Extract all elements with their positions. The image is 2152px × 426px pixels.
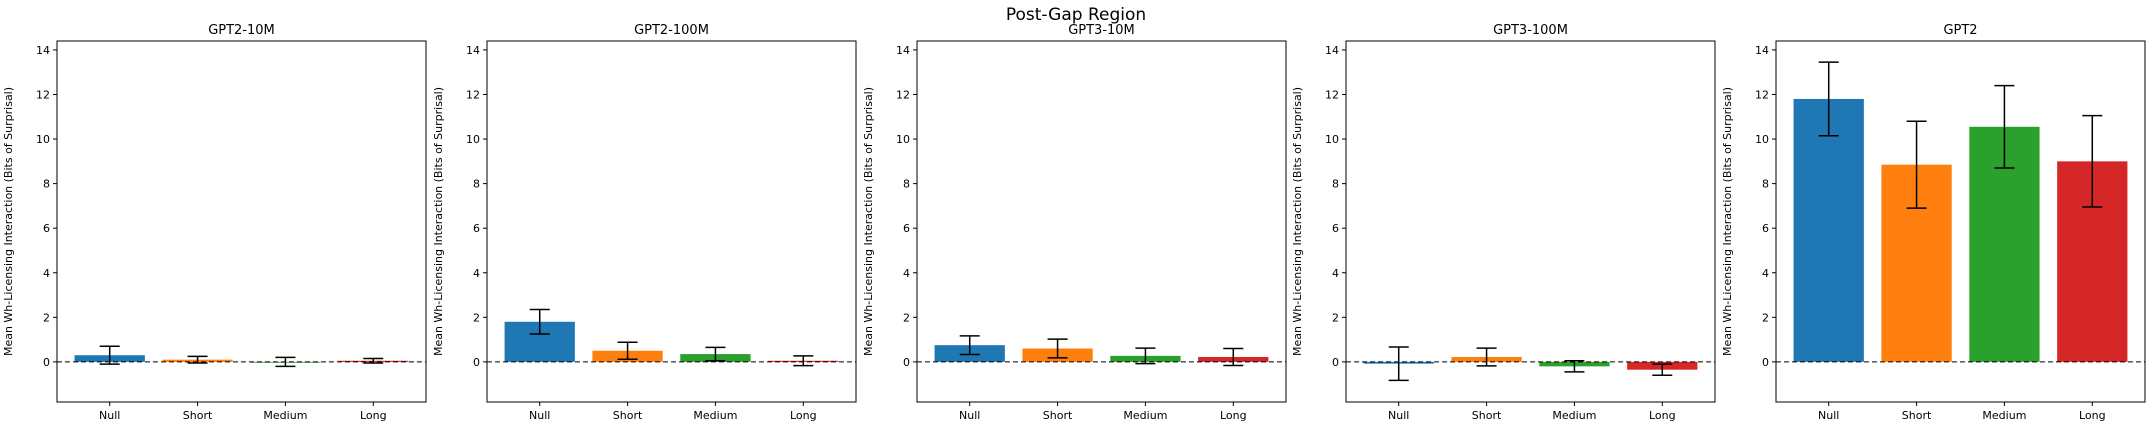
y-tick-label: 8 (903, 178, 910, 191)
panel-title: GPT2-100M (634, 23, 709, 38)
panel-title: GPT3-10M (1068, 23, 1135, 38)
panel-title: GPT3-100M (1493, 23, 1568, 38)
y-tick-label: 12 (896, 88, 910, 101)
y-tick-label: 8 (43, 178, 50, 191)
y-tick-label: 4 (1332, 267, 1339, 280)
x-tick-label-medium: Medium (693, 409, 737, 422)
y-tick-label: 2 (43, 311, 50, 324)
x-tick-label-long: Long (2079, 409, 2106, 422)
x-tick-label-short: Short (1043, 409, 1073, 422)
y-tick-label: 14 (36, 44, 50, 57)
y-tick-label: 6 (1332, 222, 1339, 235)
y-tick-label: 2 (1332, 311, 1339, 324)
y-tick-label: 0 (43, 356, 50, 369)
plot-frame (1775, 40, 2146, 403)
y-tick-label: 10 (896, 133, 910, 146)
x-tick-label-null: Null (99, 409, 120, 422)
x-tick-label-long: Long (360, 409, 387, 422)
y-tick-label: 14 (1325, 44, 1339, 57)
x-tick-label-medium: Medium (1982, 409, 2026, 422)
y-tick-label: 0 (1762, 356, 1769, 369)
y-tick-label: 12 (466, 88, 480, 101)
y-tick-label: 0 (473, 356, 480, 369)
y-tick-label: 6 (1762, 222, 1769, 235)
y-tick-label: 8 (1332, 178, 1339, 191)
x-tick-label-medium: Medium (1552, 409, 1596, 422)
x-tick-label-short: Short (1902, 409, 1932, 422)
x-tick-label-short: Short (183, 409, 213, 422)
panel-gpt3-10m: GPT3-10M Mean Wh-Licensing Interaction (B… (862, 23, 1287, 422)
y-tick-label: 10 (466, 133, 480, 146)
y-tick-label: 6 (43, 222, 50, 235)
panel-gpt2-100m: GPT2-100M Mean Wh-Licensing Interaction (… (432, 23, 857, 422)
y-tick-label: 4 (43, 267, 50, 280)
figure-title: Post-Gap Region (1006, 5, 1146, 25)
y-axis-label: Mean Wh-Licensing Interaction (Bits of S… (862, 87, 875, 356)
x-tick-label-null: Null (1818, 409, 1839, 422)
y-tick-label: 12 (1755, 88, 1769, 101)
y-axis-label: Mean Wh-Licensing Interaction (Bits of S… (1291, 87, 1304, 356)
x-tick-label-null: Null (1388, 409, 1409, 422)
y-tick-label: 2 (903, 311, 910, 324)
x-tick-label-null: Null (959, 409, 980, 422)
panel-gpt2: GPT2 Mean Wh-Licensing Interaction (Bits … (1721, 23, 2146, 422)
y-tick-label: 8 (1762, 178, 1769, 191)
y-tick-label: 14 (1755, 44, 1769, 57)
x-tick-label-medium: Medium (263, 409, 307, 422)
y-tick-label: 4 (903, 267, 910, 280)
y-tick-label: 6 (473, 222, 480, 235)
y-axis-label: Mean Wh-Licensing Interaction (Bits of S… (1721, 87, 1734, 356)
x-tick-label-null: Null (529, 409, 550, 422)
y-tick-label: 4 (473, 267, 480, 280)
x-tick-label-long: Long (1220, 409, 1247, 422)
x-tick-label-medium: Medium (1123, 409, 1167, 422)
panel-gpt2-10m: GPT2-10M Mean Wh-Licensing Interaction (B… (2, 23, 427, 422)
bar-null (1793, 98, 1864, 362)
plot-frame (916, 40, 1287, 403)
x-tick-label-short: Short (1472, 409, 1502, 422)
y-tick-label: 8 (473, 178, 480, 191)
y-tick-label: 10 (36, 133, 50, 146)
y-axis-label: Mean Wh-Licensing Interaction (Bits of S… (2, 87, 15, 356)
y-tick-label: 10 (1755, 133, 1769, 146)
panel-title: GPT2 (1943, 23, 1977, 38)
y-tick-label: 2 (473, 311, 480, 324)
y-tick-label: 4 (1762, 267, 1769, 280)
plot-frame (486, 40, 857, 403)
panel-title: GPT2-10M (208, 23, 275, 38)
y-tick-label: 12 (1325, 88, 1339, 101)
plot-frame (1345, 40, 1716, 403)
y-tick-label: 2 (1762, 311, 1769, 324)
y-tick-label: 6 (903, 222, 910, 235)
y-tick-label: 10 (1325, 133, 1339, 146)
x-tick-label-short: Short (613, 409, 643, 422)
y-tick-label: 0 (1332, 356, 1339, 369)
y-tick-label: 12 (36, 88, 50, 101)
y-axis-label: Mean Wh-Licensing Interaction (Bits of S… (432, 87, 445, 356)
panel-gpt3-100m: GPT3-100M Mean Wh-Licensing Interaction (… (1291, 23, 1716, 422)
plot-frame (56, 40, 427, 403)
x-tick-label-long: Long (790, 409, 817, 422)
y-tick-label: 0 (903, 356, 910, 369)
x-tick-label-long: Long (1649, 409, 1676, 422)
y-tick-label: 14 (896, 44, 910, 57)
y-tick-label: 14 (466, 44, 480, 57)
